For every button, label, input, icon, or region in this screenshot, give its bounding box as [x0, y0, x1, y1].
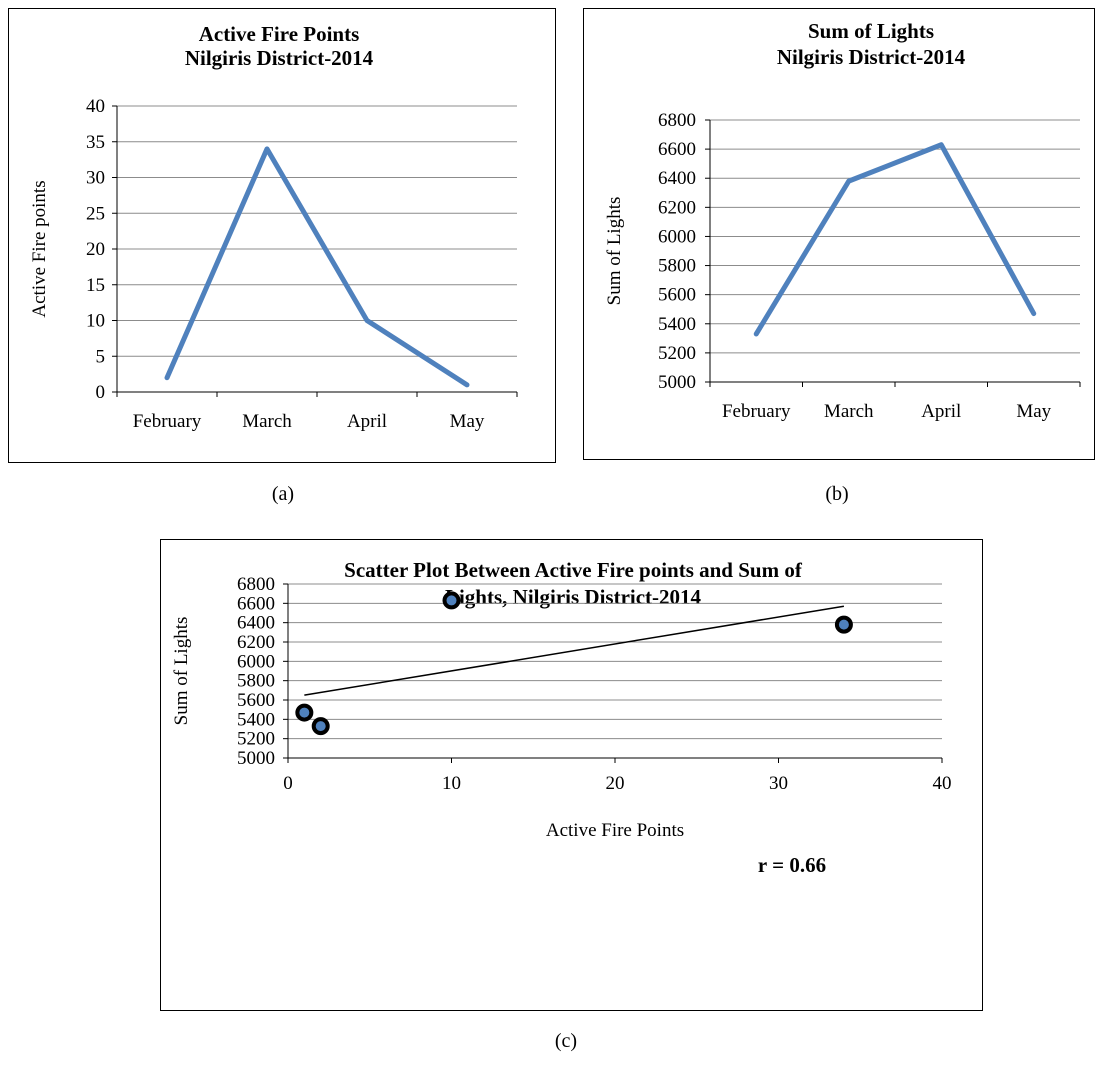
scatter-point — [442, 591, 461, 610]
y-tick-label: 6200 — [658, 197, 696, 218]
x-tick-label: February — [133, 411, 202, 432]
y-tick-label: 5400 — [658, 314, 696, 335]
y-tick-label: 5000 — [658, 372, 696, 393]
y-tick-label: 5200 — [237, 729, 275, 750]
chart-c-panel: Scatter Plot Between Active Fire points … — [160, 539, 983, 1011]
y-tick-label: 10 — [86, 311, 105, 332]
y-tick-label: 5800 — [237, 671, 275, 692]
y-axis-label: Sum of Lights — [604, 197, 625, 306]
x-tick-label: 30 — [769, 773, 788, 794]
correlation-annotation: r = 0.66 — [758, 853, 826, 877]
y-tick-label: 30 — [86, 168, 105, 189]
y-tick-label: 40 — [86, 96, 105, 117]
chart-title-line: Sum of Lights — [808, 19, 934, 43]
scatter-point — [295, 703, 314, 722]
chart-c: Scatter Plot Between Active Fire points … — [171, 558, 952, 877]
chart-title-line: Active Fire Points — [199, 22, 360, 46]
series-line — [164, 146, 470, 388]
chart-title-line: Lights, Nilgiris District-2014 — [445, 585, 702, 609]
y-tick-label: 5200 — [658, 343, 696, 364]
x-tick-label: 20 — [606, 773, 625, 794]
x-tick-label: 10 — [442, 773, 461, 794]
x-tick-label: May — [450, 411, 485, 432]
scatter-point — [834, 615, 853, 634]
y-tick-label: 5 — [96, 346, 106, 367]
y-tick-label: 6200 — [237, 632, 275, 653]
x-tick-label: February — [722, 401, 791, 422]
x-tick-label: 0 — [283, 773, 293, 794]
y-tick-label: 6000 — [658, 226, 696, 247]
x-tick-label: March — [242, 411, 292, 432]
caption-b: (b) — [825, 483, 849, 505]
caption-c: (c) — [554, 1030, 578, 1052]
y-tick-label: 0 — [96, 382, 106, 403]
chart-a-panel: Active Fire Points Nilgiris District-2014… — [8, 8, 556, 463]
y-tick-label: 6000 — [237, 651, 275, 672]
x-tick-label: April — [347, 411, 387, 432]
scatter-point — [311, 717, 330, 736]
chart-title-line: Nilgiris District-2014 — [185, 46, 374, 70]
y-tick-label: 25 — [86, 203, 105, 224]
caption-a: (a) — [271, 483, 295, 505]
x-tick-label: 40 — [933, 773, 952, 794]
y-axis-label: Sum of Lights — [171, 617, 192, 726]
y-tick-label: 5800 — [658, 256, 696, 277]
y-tick-label: 5600 — [658, 285, 696, 306]
y-axis-label: Active Fire points — [29, 180, 50, 317]
y-tick-label: 6400 — [237, 613, 275, 634]
chart-title-line: Scatter Plot Between Active Fire points … — [344, 558, 803, 582]
y-tick-label: 15 — [86, 275, 105, 296]
y-tick-label: 35 — [86, 132, 105, 153]
y-tick-label: 6600 — [237, 593, 275, 614]
y-tick-label: 6400 — [658, 168, 696, 189]
trendline — [304, 605, 845, 696]
y-tick-label: 6600 — [658, 139, 696, 160]
chart-b-panel: Sum of Lights Nilgiris District-2014 5000 5… — [583, 8, 1095, 460]
y-tick-label: 5000 — [237, 748, 275, 769]
series-line — [753, 142, 1037, 337]
x-axis-label: Active Fire Points — [546, 820, 684, 841]
x-tick-label: March — [824, 401, 874, 422]
y-tick-label: 5400 — [237, 709, 275, 730]
y-tick-label: 5600 — [237, 690, 275, 711]
y-tick-label: 6800 — [237, 574, 275, 595]
x-tick-label: May — [1016, 401, 1051, 422]
y-tick-label: 6800 — [658, 110, 696, 131]
chart-title-line: Nilgiris District-2014 — [777, 45, 966, 69]
x-tick-label: April — [921, 401, 961, 422]
y-tick-label: 20 — [86, 239, 105, 260]
